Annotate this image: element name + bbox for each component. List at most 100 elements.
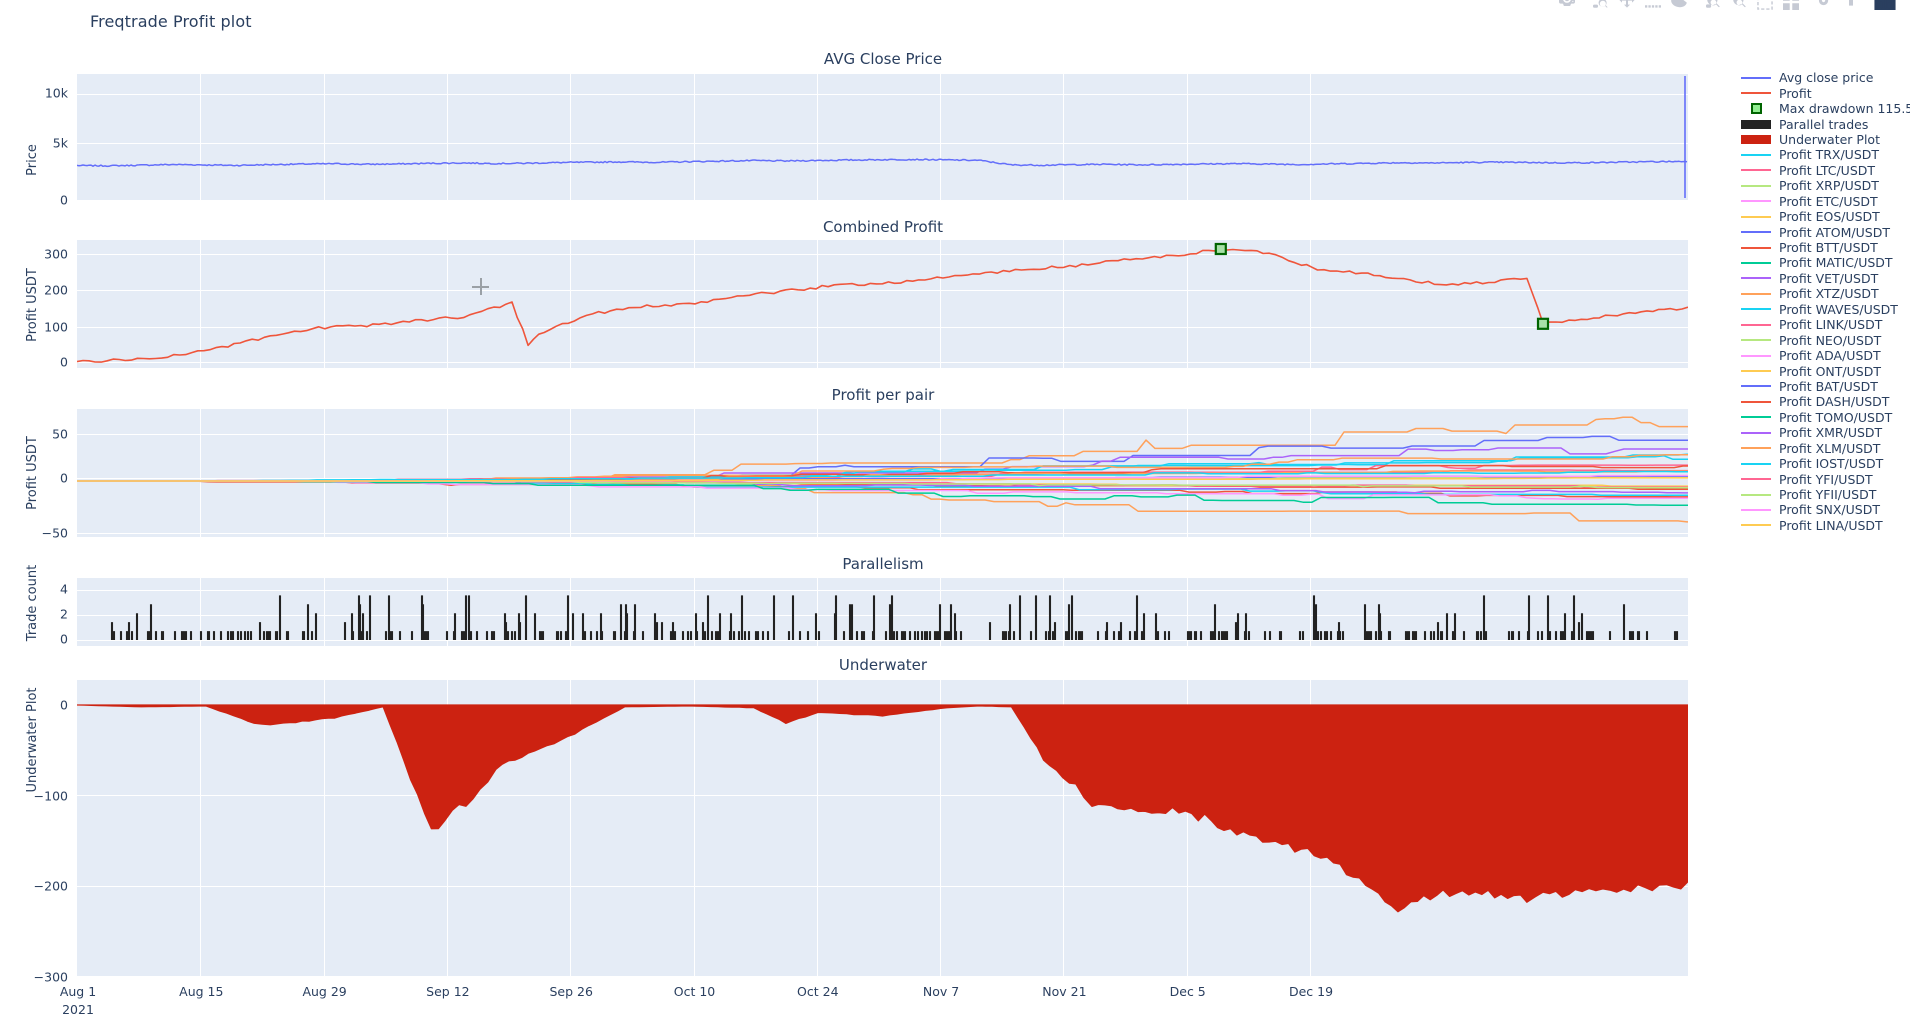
legend-item[interactable]: Profit NEO/USDT — [1735, 332, 1910, 348]
series-canvas — [77, 242, 1688, 363]
xaxis-tick-label: Oct 24 — [797, 984, 839, 999]
legend-swatch-icon — [1735, 271, 1777, 286]
hover-compare-icon[interactable] — [1838, 0, 1864, 13]
legend-item[interactable]: Profit LINA/USDT — [1735, 518, 1910, 533]
pan-icon[interactable] — [1614, 0, 1640, 13]
legend-item[interactable]: Profit WAVES/USDT — [1735, 302, 1910, 317]
ytick-price-5k: 5k — [52, 135, 68, 151]
autoscale-icon[interactable] — [1752, 0, 1778, 13]
plotly-logo-icon[interactable] — [1872, 0, 1898, 13]
modebar-group-zoom — [1696, 0, 1808, 13]
series-canvas — [110, 595, 1679, 640]
legend-item-label: Profit XTZ/USDT — [1779, 286, 1879, 302]
xaxis-tick-label: Sep 26 — [549, 984, 593, 999]
legend-item[interactable]: Profit YFI/USDT — [1735, 471, 1910, 487]
ytick-uw-0: 0 — [60, 697, 68, 713]
zoom-in-icon[interactable] — [1700, 0, 1726, 13]
legend-item[interactable]: Parallel trades — [1735, 116, 1910, 132]
legend-swatch-icon — [1735, 410, 1777, 425]
ytick-pair-0: 0 — [60, 470, 68, 486]
legend-swatch-icon — [1735, 456, 1777, 471]
legend-item-label: Profit EOS/USDT — [1779, 209, 1880, 225]
legend-swatch-icon — [1735, 209, 1777, 224]
legend-item[interactable]: Profit YFII/USDT — [1735, 487, 1910, 502]
legend-swatch-icon — [1735, 394, 1777, 409]
legend-item[interactable]: Profit IOST/USDT — [1735, 456, 1910, 471]
toggle-spike-lines-icon[interactable] — [1812, 0, 1838, 13]
plot-panel-avg-close-price[interactable] — [77, 74, 1688, 200]
ytick-profit-100: 100 — [44, 319, 68, 335]
legend-item[interactable]: Profit LTC/USDT — [1735, 163, 1910, 178]
legend-item[interactable]: Profit XRP/USDT — [1735, 178, 1910, 193]
series-canvas — [77, 76, 1688, 198]
box-select-icon[interactable] — [1640, 0, 1666, 13]
legend-item[interactable]: Profit DASH/USDT — [1735, 394, 1910, 409]
legend-item[interactable]: Profit XMR/USDT — [1735, 425, 1910, 440]
xaxis-tick-label: Sep 12 — [426, 984, 470, 999]
legend-swatch-icon — [1735, 101, 1777, 116]
legend-item[interactable]: Profit ONT/USDT — [1735, 363, 1910, 379]
plot-panel-underwater[interactable] — [77, 680, 1688, 977]
ytick-pair-neg50: −50 — [41, 525, 68, 541]
modebar-group-download — [1550, 0, 1584, 13]
ytick-profit-200: 200 — [44, 282, 68, 298]
legend-item-label: Profit SNX/USDT — [1779, 502, 1880, 518]
reset-axes-icon[interactable] — [1778, 0, 1804, 13]
ytick-price-10k: 10k — [44, 85, 68, 101]
plot-panel-profit-per-pair[interactable] — [77, 409, 1688, 537]
legend-item-label: Profit LTC/USDT — [1779, 162, 1876, 178]
legend-item[interactable]: Profit TOMO/USDT — [1735, 410, 1910, 425]
ytick-uw-neg100: −100 — [33, 788, 68, 804]
legend-item-label: Profit ETC/USDT — [1779, 193, 1878, 209]
ytick-uw-neg300: −300 — [33, 969, 68, 985]
legend-swatch-icon — [1735, 117, 1777, 132]
legend-item[interactable]: Profit BTT/USDT — [1735, 240, 1910, 255]
legend-item[interactable]: Max drawdown 115.59% — [1735, 101, 1910, 116]
legend-item[interactable]: Profit ATOM/USDT — [1735, 224, 1910, 240]
legend-item[interactable]: Profit MATIC/USDT — [1735, 255, 1910, 270]
legend-swatch-icon — [1735, 132, 1777, 147]
legend-item[interactable]: Profit BAT/USDT — [1735, 379, 1910, 394]
lasso-select-icon[interactable] — [1666, 0, 1692, 13]
legend-swatch-icon — [1735, 364, 1777, 379]
plot-panel-parallelism[interactable] — [77, 578, 1688, 646]
subplot-title-underwater: Underwater — [838, 656, 928, 674]
subplot-title-profit-per-pair: Profit per pair — [831, 386, 935, 404]
legend-item[interactable]: Underwater Plot — [1735, 132, 1910, 147]
xaxis-tick-label: Nov 21 — [1042, 984, 1087, 999]
plotly-modebar[interactable] — [1550, 0, 1902, 13]
modebar-group-hover — [1808, 0, 1868, 13]
legend-item[interactable]: Profit — [1735, 85, 1910, 101]
legend-item-label: Max drawdown 115.59% — [1779, 101, 1910, 117]
xaxis-tick-label: Oct 10 — [673, 984, 716, 999]
legend-item[interactable]: Profit VET/USDT — [1735, 271, 1910, 286]
ytick-uw-neg200: −200 — [33, 878, 68, 894]
legend-item[interactable]: Avg close price — [1735, 70, 1910, 85]
legend-swatch-icon — [1735, 225, 1777, 240]
legend-swatch-icon — [1735, 379, 1777, 394]
legend-swatch-icon — [1735, 178, 1777, 193]
zoom-out-icon[interactable] — [1726, 0, 1752, 13]
legend-item-label: Profit ATOM/USDT — [1779, 224, 1890, 240]
legend-item-label: Profit LINK/USDT — [1779, 317, 1883, 333]
legend-swatch-icon — [1735, 255, 1777, 270]
legend-item[interactable]: Profit XTZ/USDT — [1735, 286, 1910, 301]
legend-item[interactable]: Profit ETC/USDT — [1735, 194, 1910, 209]
legend-swatch-icon — [1735, 70, 1777, 85]
plot-panel-combined-profit[interactable] — [77, 240, 1688, 368]
legend-swatch-icon — [1735, 147, 1777, 162]
legend-item[interactable]: Profit XLM/USDT — [1735, 441, 1910, 456]
legend-item-label: Profit WAVES/USDT — [1779, 301, 1898, 317]
camera-icon[interactable] — [1554, 0, 1580, 13]
legend-swatch-icon — [1735, 333, 1777, 348]
legend-item[interactable]: Profit SNX/USDT — [1735, 502, 1910, 517]
ytick-trades-0: 0 — [60, 631, 68, 647]
legend-item[interactable]: Profit EOS/USDT — [1735, 209, 1910, 224]
zoom-icon[interactable] — [1588, 0, 1614, 13]
legend-item[interactable]: Profit ADA/USDT — [1735, 348, 1910, 363]
legend-item-label: Profit NEO/USDT — [1779, 332, 1882, 348]
legend-item[interactable]: Profit LINK/USDT — [1735, 317, 1910, 332]
legend-item[interactable]: Profit TRX/USDT — [1735, 147, 1910, 162]
